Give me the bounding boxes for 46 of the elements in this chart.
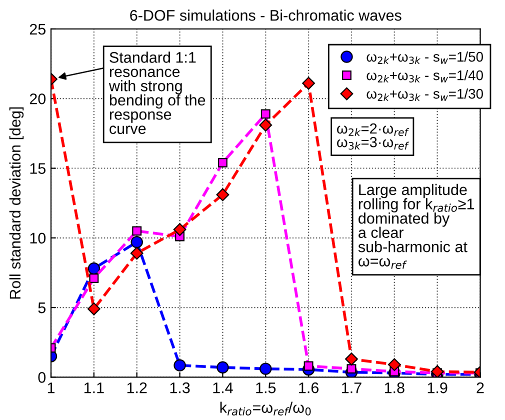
point xyxy=(173,223,186,236)
x-tick-label: 1.4 xyxy=(213,382,233,394)
y-tick-label: 10 xyxy=(30,232,46,244)
x-tick-label: 1.2 xyxy=(127,382,147,394)
x-tick-label: 1.6 xyxy=(299,382,319,394)
y-tick-label: 15 xyxy=(30,163,46,174)
point xyxy=(430,365,444,378)
text: Large amplitude rolling for k$_{ratio}$≥1 dominated by a clear sub-harmonic at ω=ω$_{ref}$ xyxy=(358,184,474,269)
x-tick-label: 1.9 xyxy=(428,382,448,394)
x-tick-label: 1.7 xyxy=(342,382,362,394)
point xyxy=(345,352,358,366)
point xyxy=(130,236,143,248)
point xyxy=(388,358,401,372)
x-tick-label: 1.8 xyxy=(384,382,404,394)
chart-title: 6-DOF simulations - Bi-chromatic waves xyxy=(130,10,402,21)
text: ω$_{2k}$=2·ω$_{ref}$ ω$_{3k}$=3·ω$_{ref}$ xyxy=(337,123,410,150)
point xyxy=(346,364,356,374)
point xyxy=(218,158,228,168)
point xyxy=(216,361,229,374)
point xyxy=(216,188,230,202)
point xyxy=(302,76,316,90)
legend-label: ω$_{2k}$+ω$_{3k}$ - s$_{w}$=1/50 xyxy=(366,52,483,64)
y-tick-label: 25 xyxy=(30,24,46,35)
x-tick-label: 2 xyxy=(476,382,484,394)
point xyxy=(304,361,314,371)
x-tick-label: 1.3 xyxy=(170,382,190,394)
y-tick-label: 5 xyxy=(38,302,46,314)
point xyxy=(87,302,100,316)
annotation: Standard 1:1 resonance with strong bending of the response curve xyxy=(108,52,206,134)
point xyxy=(259,118,272,132)
point xyxy=(88,262,100,275)
point xyxy=(174,359,186,372)
point xyxy=(260,362,272,375)
point xyxy=(89,274,99,283)
point xyxy=(260,109,270,119)
point xyxy=(132,226,142,236)
x-axis-title: k$_{ratio}$=ω$_{ref}$/ω$_{0}$ xyxy=(220,402,311,416)
x-tick-label: 1.1 xyxy=(84,382,104,394)
point xyxy=(130,246,144,260)
y-tick-label: 20 xyxy=(30,93,46,104)
x-tick-label: 1 xyxy=(48,382,55,394)
y-tick-label: 0 xyxy=(38,372,46,383)
legend-label: ω$_{2k}$+ω$_{3k}$ - s$_{w}$=1/30 xyxy=(366,88,483,101)
y-axis-title: Roll standard deviation [deg] xyxy=(9,107,24,299)
x-tick-label: 1.5 xyxy=(256,382,276,394)
legend-label: ω$_{2k}$+ω$_{3k}$ - s$_{w}$=1/40 xyxy=(366,70,483,82)
